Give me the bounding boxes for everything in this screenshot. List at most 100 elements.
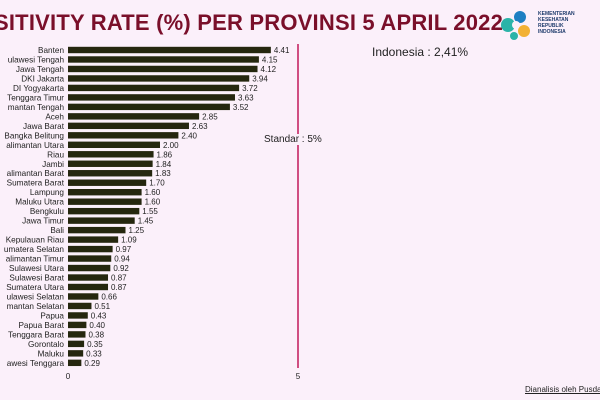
bar [68,170,153,177]
category-label: Jawa Timur [22,217,64,226]
bar [68,75,250,82]
footer-credit: Dianalisis oleh Pusda [525,385,600,394]
category-label: Maluku Utara [15,198,64,207]
bar [68,264,111,272]
bar [68,132,179,139]
category-label: Aceh [45,112,64,121]
bar [68,46,271,54]
category-label: Riau [47,150,64,159]
bar [68,331,86,338]
bar [68,245,113,253]
indonesia-rate-note: Indonesia : 2,41% [372,45,469,59]
category-label: Tenggara Timur [7,93,64,102]
logo-text: KEMENTERIAN KESEHATAN REPUBLIK INDONESIA [538,11,600,35]
bar [68,141,160,148]
category-label: Jawa Tengah [16,65,65,74]
category-label: Jawa Barat [23,122,65,131]
category-label: Sulawesi Barat [9,274,64,283]
category-label: Gorontalo [28,340,64,349]
bar [68,359,82,367]
bar [68,179,147,186]
bar [68,312,88,319]
value-label: 3.72 [242,84,258,93]
logo-line: KEMENTERIAN [538,11,575,17]
category-label: ulawesi Tengah [8,55,65,64]
bar [68,94,235,101]
value-label: 0.94 [114,255,130,264]
value-label: 1.55 [142,207,158,216]
category-label: mantan Tengah [8,103,65,112]
bar [68,113,200,120]
value-label: 2.40 [181,131,197,140]
logo-line: KESEHATAN [538,17,569,23]
value-label: 0.87 [111,283,127,292]
category-label: alimantan Barat [7,169,65,178]
bar [68,321,87,329]
bar [68,207,140,215]
value-label: 3.63 [238,93,254,102]
category-label: awesi Tenggara [7,359,65,368]
bar [68,283,109,291]
value-label: 2.00 [163,141,179,150]
bar [68,189,142,196]
category-label: Lampung [30,188,65,197]
category-label: Kepulauan Riau [6,236,65,245]
standard-label: Standar : 5% [262,134,324,145]
value-label: 4.15 [262,55,278,64]
value-label: 1.25 [129,226,145,235]
bar [68,160,153,167]
bar [68,122,189,130]
value-label: 1.45 [138,217,154,226]
bar [68,350,84,357]
kemenkes-logo-icon [501,11,530,40]
category-label: Sumatera Barat [7,179,65,188]
bar [68,302,92,310]
chart-title: SITIVITY RATE (%) PER PROVINSI 5 APRIL 2… [0,10,504,35]
value-label: 0.40 [89,321,105,330]
category-label: Tenggara Barat [8,330,65,339]
bar [68,84,240,92]
value-label: 1.83 [155,169,171,178]
value-label: 3.52 [233,103,249,112]
category-label: Papua Barat [18,321,64,330]
bar [68,236,119,243]
category-label: mantan Selatan [7,302,65,311]
category-label: DI Yogyakarta [13,84,64,93]
value-label: 0.66 [101,292,117,301]
category-label: Jambi [42,160,64,169]
category-label: Banten [38,46,64,55]
value-label: 0.29 [84,359,100,368]
value-label: 1.60 [145,198,161,207]
category-label: DKI Jakarta [21,74,64,83]
bar [68,103,230,111]
bar [68,226,126,234]
category-label: Bangka Belitung [4,131,64,140]
value-label: 0.51 [94,302,110,311]
x-tick-label: 0 [66,372,71,381]
logo-line: INDONESIA [538,29,566,35]
category-label: Bengkulu [30,207,65,216]
value-label: 4.12 [261,65,277,74]
category-label: alimantan Timur [6,255,65,264]
category-label: umatera Selatan [4,245,65,254]
value-label: 2.85 [202,112,218,121]
category-label: Maluku [38,349,65,358]
category-label: Sumatera Utara [6,283,64,292]
value-label: 4.41 [274,46,290,55]
value-label: 1.09 [121,236,137,245]
value-label: 0.33 [86,349,102,358]
category-label: Papua [40,311,64,320]
value-label: 1.86 [157,150,173,159]
value-label: 1.84 [156,160,172,169]
category-label: Sulawesi Utara [9,264,65,273]
bar [68,255,112,262]
value-label: 1.60 [145,188,161,197]
category-label: Bali [50,226,64,235]
x-tick-label: 5 [296,372,301,381]
bar [68,340,85,348]
value-label: 0.87 [111,274,127,283]
category-label: ulawesi Selatan [7,292,65,301]
value-label: 0.92 [113,264,129,273]
value-label: 0.38 [88,330,104,339]
bar [68,56,259,63]
